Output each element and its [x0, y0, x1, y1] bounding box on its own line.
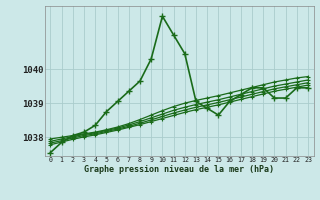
X-axis label: Graphe pression niveau de la mer (hPa): Graphe pression niveau de la mer (hPa) — [84, 165, 274, 174]
